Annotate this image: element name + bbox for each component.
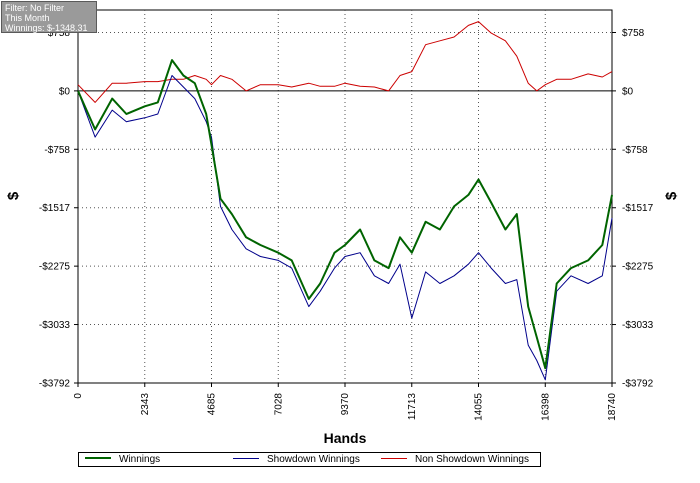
filter-label: Filter: No Filter: [5, 3, 65, 13]
filter-summary-box: Filter: No Filter This Month Winnings: $…: [1, 1, 97, 33]
y-tick-label-right: -$3033: [622, 320, 654, 331]
legend-item-non-showdown: Non Showdown Winnings: [381, 453, 529, 466]
legend-label-non-showdown: Non Showdown Winnings: [415, 454, 529, 465]
x-tick-label: 2343: [140, 393, 151, 416]
legend-swatch-non-showdown: [381, 457, 407, 459]
x-tick-label: 14055: [474, 393, 485, 421]
winnings-total-label: Winnings: $-1348.31: [5, 23, 88, 33]
series-line-showdown-winnings: [77, 75, 613, 381]
y-tick-label-left: -$758: [44, 145, 70, 156]
x-tick-label: 7028: [273, 393, 284, 416]
y-tick-label-right: -$2275: [622, 262, 654, 273]
y-ticks-right: $758 $0 -$758 -$1517 -$2275 -$3033 -$3792: [612, 28, 654, 390]
series-line-winnings: [77, 59, 613, 370]
series-line-non-showdown-winnings: [77, 21, 613, 103]
series-layer: [77, 21, 613, 381]
x-tick-label: 4685: [207, 393, 218, 416]
legend-item-winnings: Winnings: [85, 453, 160, 466]
legend-item-showdown: Showdown Winnings: [233, 453, 360, 466]
x-tick-label: 11713: [407, 393, 418, 421]
legend-label-winnings: Winnings: [119, 454, 161, 465]
y-tick-label-left: $0: [59, 86, 71, 97]
y-tick-label-right: $0: [622, 86, 634, 97]
x-ticks: 0 2343 4685 7028 9370 11713 14055 16398 18740: [73, 383, 618, 421]
period-label: This Month: [5, 13, 50, 23]
x-tick-label: 16398: [540, 393, 551, 421]
y-axis-label-right: $: [663, 191, 680, 200]
x-tick-label: 0: [73, 393, 84, 399]
x-tick-label: 18740: [607, 393, 618, 421]
x-axis-label: Hands: [324, 430, 367, 446]
y-tick-label-left: -$1517: [39, 203, 71, 214]
y-ticks-left: $758 $0 -$758 -$1517 -$2275 -$3033 -$3792: [39, 28, 78, 390]
y-tick-label-right: -$3792: [622, 379, 654, 390]
y-tick-label-right: -$758: [622, 145, 648, 156]
y-tick-label-right: $758: [622, 28, 645, 39]
y-tick-label-left: -$3033: [39, 320, 71, 331]
plot-area: [77, 9, 613, 384]
y-tick-label-left: $758: [48, 28, 71, 39]
y-tick-label-right: -$1517: [622, 203, 654, 214]
y-axis-label-left: $: [5, 191, 22, 200]
legend-label-showdown: Showdown Winnings: [267, 454, 360, 465]
x-tick-label: 9370: [340, 393, 351, 416]
y-tick-label-left: -$2275: [39, 262, 71, 273]
legend-swatch-winnings: [85, 457, 111, 460]
y-tick-label-left: -$3792: [39, 379, 71, 390]
legend: Winnings Showdown Winnings Non Showdown …: [78, 452, 541, 467]
legend-swatch-showdown: [233, 457, 259, 459]
